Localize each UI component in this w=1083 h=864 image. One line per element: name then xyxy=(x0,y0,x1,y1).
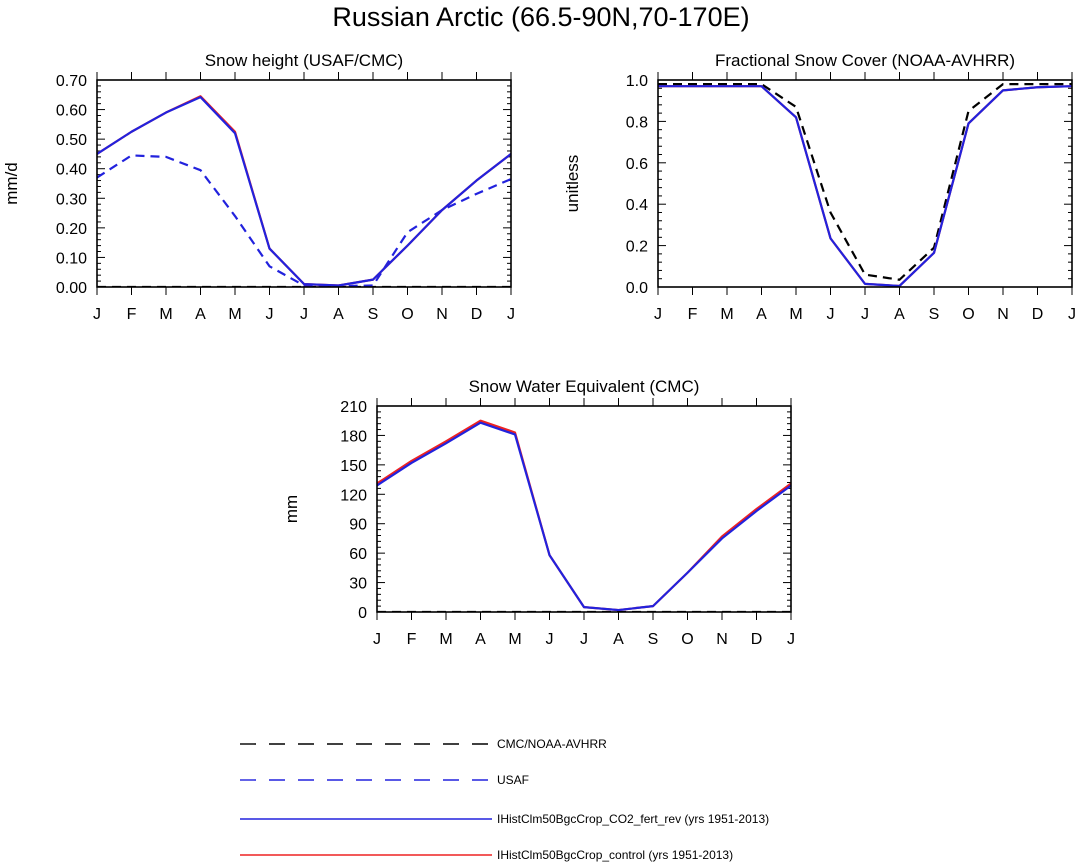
y-tick-label: 0.30 xyxy=(56,191,87,208)
x-tick-label: J xyxy=(373,631,381,648)
x-tick-label: D xyxy=(751,631,763,648)
x-tick-label: A xyxy=(333,306,344,323)
y-tick-label: 0.6 xyxy=(626,156,648,173)
y-tick-label: 180 xyxy=(340,428,367,445)
y-tick-label: 1.0 xyxy=(626,73,648,90)
panel-title: Snow Water Equivalent (CMC) xyxy=(469,377,700,396)
y-tick-label: 120 xyxy=(340,487,367,504)
y-tick-label: 0.8 xyxy=(626,114,648,131)
legend-label-cmc-noaa-avhrr: CMC/NOAA-AVHRR xyxy=(497,737,607,751)
x-tick-label: N xyxy=(716,631,728,648)
y-axis-label: mm xyxy=(282,495,301,523)
x-tick-label: J xyxy=(300,306,308,323)
x-tick-label: A xyxy=(894,306,905,323)
x-tick-label: N xyxy=(436,306,448,323)
snow-water-equivalent-panel: Snow Water Equivalent (CMC) mm 0 30 60 90 120 1… xyxy=(282,377,795,648)
x-tick-label: J xyxy=(546,631,554,648)
x-tick-label: J xyxy=(507,306,515,323)
x-tick-label: M xyxy=(720,306,733,323)
y-tick-label: 30 xyxy=(349,576,367,593)
x-tick-label: J xyxy=(861,306,869,323)
x-tick-label: S xyxy=(648,631,659,648)
x-tick-label: S xyxy=(929,306,940,323)
x-tick-label: M xyxy=(789,306,802,323)
legend: CMC/NOAA-AVHRR USAF IHistClm50BgcCrop_CO… xyxy=(240,737,769,862)
x-tick-label: O xyxy=(681,631,693,648)
x-tick-label: J xyxy=(266,306,274,323)
x-tick-label: D xyxy=(1032,306,1044,323)
y-tick-label: 0.20 xyxy=(56,221,87,238)
plot-frame xyxy=(657,79,1073,288)
y-tick-label: 0.10 xyxy=(56,250,87,267)
y-tick-label: 90 xyxy=(349,517,367,534)
plot-frame xyxy=(96,79,512,288)
y-tick-label: 0.40 xyxy=(56,162,87,179)
x-tick-label: A xyxy=(195,306,206,323)
x-tick-label: J xyxy=(580,631,588,648)
legend-label-usaf: USAF xyxy=(497,773,529,787)
series-line-ihistclm50bgccrop-co2-fert-rev-yrs-1951-2013 xyxy=(658,85,1072,287)
y-tick-label: 0 xyxy=(358,605,367,622)
series-line-ihistclm50bgccrop-co2-fert-rev-yrs-1951-2013 xyxy=(97,96,511,287)
panel-title: Snow height (USAF/CMC) xyxy=(205,51,403,70)
x-tick-label: O xyxy=(401,306,413,323)
x-tick-label: S xyxy=(368,306,379,323)
x-tick-label: J xyxy=(654,306,662,323)
x-tick-label: J xyxy=(93,306,101,323)
y-tick-label: 0.50 xyxy=(56,132,87,149)
y-tick-label: 60 xyxy=(349,546,367,563)
x-tick-label: N xyxy=(997,306,1009,323)
x-tick-label: J xyxy=(787,631,795,648)
y-tick-label: 0.2 xyxy=(626,239,648,256)
x-tick-label: A xyxy=(475,631,486,648)
x-tick-label: F xyxy=(127,306,137,323)
series-line-usaf xyxy=(97,154,511,287)
y-axis-label: unitless xyxy=(563,155,582,213)
y-tick-label: 210 xyxy=(340,399,367,416)
x-tick-label: O xyxy=(962,306,974,323)
panel-title: Fractional Snow Cover (NOAA-AVHRR) xyxy=(715,51,1015,70)
legend-label-co2-fert-rev: IHistClm50BgcCrop_CO2_fert_rev (yrs 1951… xyxy=(497,812,769,826)
y-tick-label: 0.70 xyxy=(56,73,87,90)
x-tick-label: A xyxy=(613,631,624,648)
x-tick-label: D xyxy=(471,306,483,323)
legend-label-control: IHistClm50BgcCrop_control (yrs 1951-2013… xyxy=(497,848,733,862)
plot-frame xyxy=(376,405,792,613)
y-tick-label: 0.4 xyxy=(626,197,648,214)
series-line-ihistclm50bgccrop-control-yrs-1951-2013 xyxy=(658,85,1072,287)
snow-height-panel: Snow height (USAF/CMC) mm/d 0.00 0.10 0.20 0.… xyxy=(2,51,515,323)
y-tick-label: 0.0 xyxy=(626,280,648,297)
y-tick-label: 0.00 xyxy=(56,280,87,297)
series-line-cmc-noaa-avhrr xyxy=(658,83,1072,281)
y-tick-label: 0.60 xyxy=(56,103,87,120)
y-axis-label: mm/d xyxy=(2,162,21,205)
figure-title: Russian Arctic (66.5-90N,70-170E) xyxy=(332,2,749,32)
y-tick-label: 150 xyxy=(340,458,367,475)
x-tick-label: M xyxy=(439,631,452,648)
series-line-ihistclm50bgccrop-control-yrs-1951-2013 xyxy=(97,95,511,287)
x-tick-label: M xyxy=(508,631,521,648)
x-tick-label: M xyxy=(159,306,172,323)
x-tick-label: M xyxy=(228,306,241,323)
x-tick-label: A xyxy=(756,306,767,323)
series-line-ihistclm50bgccrop-co2-fert-rev-yrs-1951-2013 xyxy=(377,421,791,612)
x-tick-label: F xyxy=(688,306,698,323)
x-tick-label: F xyxy=(407,631,417,648)
x-tick-label: J xyxy=(827,306,835,323)
fractional-snow-cover-panel: Fractional Snow Cover (NOAA-AVHRR) unitle… xyxy=(563,51,1076,323)
x-tick-label: J xyxy=(1068,306,1076,323)
series-line-ihistclm50bgccrop-control-yrs-1951-2013 xyxy=(377,419,791,612)
